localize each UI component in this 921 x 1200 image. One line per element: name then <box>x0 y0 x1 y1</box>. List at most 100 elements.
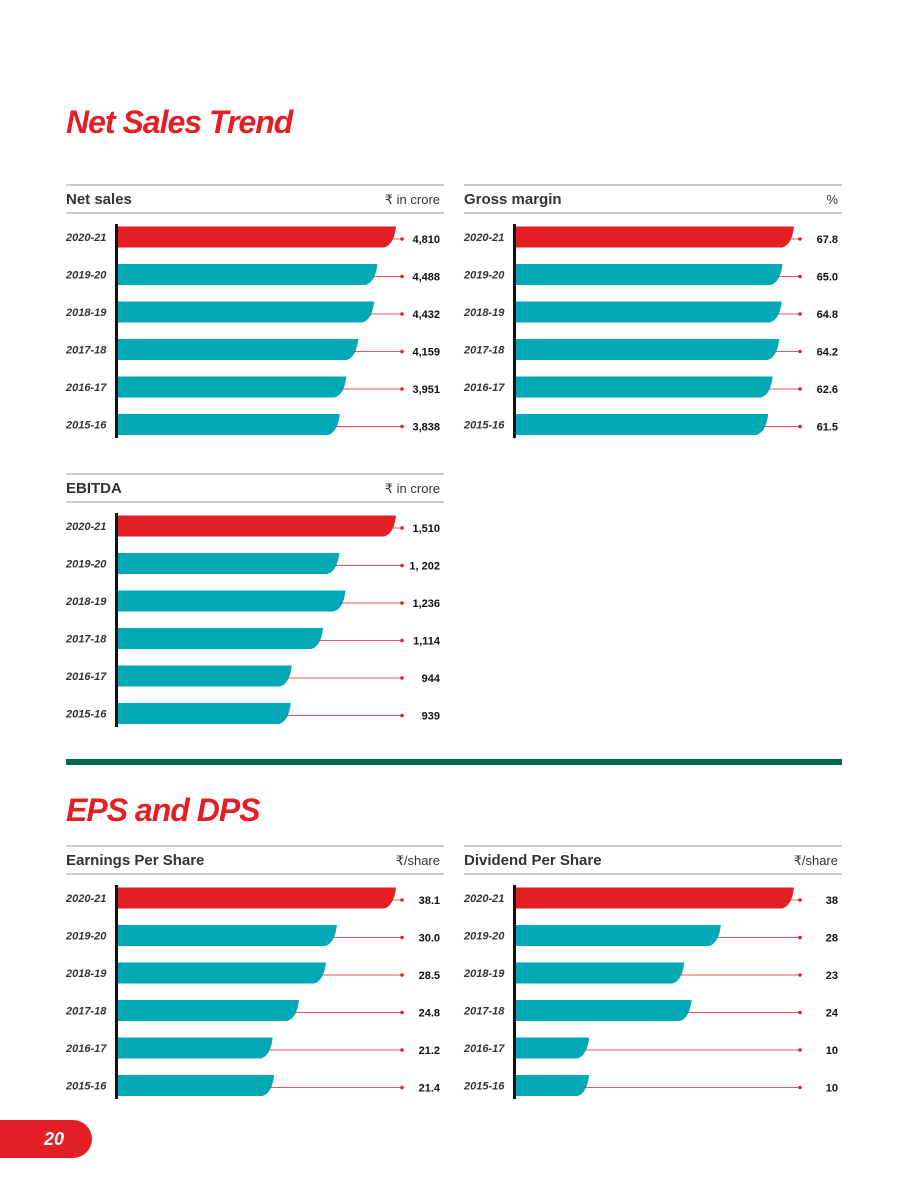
eps-chart: Earnings Per Share₹/share2020-2138.12019… <box>66 845 444 1117</box>
value-label: 3,838 <box>412 422 440 434</box>
leader-dot <box>798 387 802 391</box>
chart-unit: ₹ in crore <box>385 481 440 496</box>
value-label: 10 <box>826 1045 838 1057</box>
category-label: 2017-18 <box>65 1006 107 1018</box>
leader-dot <box>400 714 404 718</box>
leader-dot <box>400 312 404 316</box>
value-label: 30.0 <box>419 933 440 945</box>
category-label: 2016-17 <box>463 382 505 394</box>
category-label: 2018-19 <box>65 307 107 319</box>
value-label: 64.8 <box>817 309 838 321</box>
axis-line <box>115 885 118 1099</box>
category-label: 2019-20 <box>65 270 107 282</box>
category-label: 2016-17 <box>463 1043 505 1055</box>
leader-dot <box>798 275 802 279</box>
category-label: 2018-19 <box>463 307 505 319</box>
bar-2016-17 <box>516 377 773 398</box>
value-label: 24 <box>826 1008 839 1020</box>
value-label: 4,432 <box>412 309 440 321</box>
category-label: 2016-17 <box>65 671 107 683</box>
category-label: 2015-16 <box>463 420 505 432</box>
section-title-net-sales-trend: Net Sales Trend <box>66 104 292 141</box>
ebitda-chart: EBITDA₹ in crore2020-211,5102019-201, 20… <box>66 473 444 745</box>
bar-2017-18 <box>118 339 358 360</box>
bar-2020-21 <box>118 888 396 909</box>
value-label: 65.0 <box>817 272 838 284</box>
value-label: 1,510 <box>412 523 440 535</box>
axis-line <box>513 224 516 438</box>
gross-margin-svg: Gross margin%2020-2167.82019-2065.02018-… <box>464 184 842 456</box>
category-label: 2017-18 <box>65 345 107 357</box>
bar-2015-16 <box>516 414 768 435</box>
section-divider <box>66 759 842 765</box>
leader-dot <box>400 936 404 940</box>
bar-2016-17 <box>118 377 346 398</box>
value-label: 944 <box>422 673 441 685</box>
leader-dot <box>400 676 404 680</box>
bar-2018-19 <box>516 302 782 323</box>
bar-2020-21 <box>118 227 396 248</box>
chart-unit: % <box>826 192 838 207</box>
leader-dot <box>798 973 802 977</box>
bar-2019-20 <box>118 925 337 946</box>
leader-dot <box>400 639 404 643</box>
value-label: 28.5 <box>419 970 440 982</box>
leader-dot <box>400 564 404 568</box>
section-title-eps-and-dps: EPS and DPS <box>66 792 260 829</box>
ebitda-svg: EBITDA₹ in crore2020-211,5102019-201, 20… <box>66 473 444 745</box>
leader-dot <box>400 601 404 605</box>
value-label: 64.2 <box>817 347 838 359</box>
value-label: 61.5 <box>817 422 838 434</box>
leader-dot <box>798 350 802 354</box>
bar-2020-21 <box>118 516 396 537</box>
value-label: 1, 202 <box>409 561 440 573</box>
bar-2018-19 <box>118 302 374 323</box>
category-label: 2019-20 <box>463 931 505 943</box>
bar-2018-19 <box>516 963 684 984</box>
leader-dot <box>798 312 802 316</box>
bar-2017-18 <box>516 339 779 360</box>
chart-title: Net sales <box>66 191 132 208</box>
axis-line <box>115 224 118 438</box>
value-label: 4,159 <box>412 347 440 359</box>
category-label: 2020-21 <box>463 232 504 244</box>
value-label: 62.6 <box>817 384 838 396</box>
chart-unit: ₹ in crore <box>385 192 440 207</box>
category-label: 2018-19 <box>463 968 505 980</box>
gross-margin-chart: Gross margin%2020-2167.82019-2065.02018-… <box>464 184 842 456</box>
category-label: 2015-16 <box>65 709 107 721</box>
category-label: 2016-17 <box>65 382 107 394</box>
leader-dot <box>400 275 404 279</box>
category-label: 2017-18 <box>65 634 107 646</box>
category-label: 2018-19 <box>65 596 107 608</box>
value-label: 21.4 <box>419 1083 441 1095</box>
chart-title: Gross margin <box>464 191 562 208</box>
value-label: 38 <box>826 895 838 907</box>
category-label: 2017-18 <box>463 345 505 357</box>
category-label: 2020-21 <box>65 232 106 244</box>
category-label: 2015-16 <box>463 1081 505 1093</box>
bar-2017-18 <box>118 1000 299 1021</box>
net-sales-chart: Net sales ₹ in crore 2020-21 4,810 2019-20 4,… <box>66 184 444 456</box>
chart-title: EBITDA <box>66 480 122 497</box>
leader-dot <box>798 1086 802 1090</box>
category-label: 2018-19 <box>65 968 107 980</box>
page-number: 20 <box>44 1129 64 1150</box>
bar-2019-20 <box>118 264 377 285</box>
category-label: 2015-16 <box>65 1081 107 1093</box>
category-label: 2017-18 <box>463 1006 505 1018</box>
value-label: 24.8 <box>419 1008 440 1020</box>
bar-2015-16 <box>516 1075 589 1096</box>
chart-title: Earnings Per Share <box>66 852 204 869</box>
value-label: 4,488 <box>412 272 440 284</box>
value-label: 21.2 <box>419 1045 440 1057</box>
category-label: 2020-21 <box>65 521 106 533</box>
chart-unit: ₹/share <box>794 853 838 868</box>
eps-svg: Earnings Per Share₹/share2020-2138.12019… <box>66 845 444 1117</box>
dps-chart: Dividend Per Share₹/share2020-21382019-2… <box>464 845 842 1117</box>
leader-dot <box>400 237 404 241</box>
value-label: 23 <box>826 970 838 982</box>
value-label: 38.1 <box>419 895 440 907</box>
value-label: 939 <box>422 711 440 723</box>
value-label: 4,810 <box>412 234 440 246</box>
